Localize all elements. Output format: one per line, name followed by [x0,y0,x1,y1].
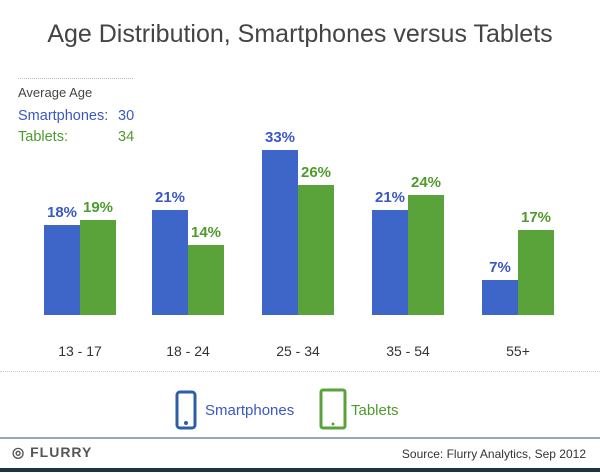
bar-tablets-1 [188,245,224,315]
flurry-logo: ◎ FLURRY [12,444,93,460]
x-tick-label: 55+ [506,343,530,359]
bar-smartphones-4 [482,280,518,315]
data-label: 14% [191,224,221,241]
logo-text: FLURRY [30,444,93,460]
bar-chart: 18% 19% 13 - 17 21% 14% 18 - 24 33% 26% 25 - 34 2… [44,129,554,359]
smartphone-icon [175,390,197,430]
data-label: 33% [265,129,295,146]
bar-smartphones-0 [44,225,80,315]
tablet-icon [319,388,347,430]
chart-title: Age Distribution, Smartphones versus Tab… [47,20,553,48]
data-label: 18% [47,204,77,221]
value: 30 [118,108,135,124]
x-tick-label: 25 - 34 [276,343,320,359]
legend-smartphones: Smartphones [205,402,295,419]
data-label: 19% [83,199,113,216]
legend-tablets: Tablets [351,402,399,419]
bar-smartphones-2 [262,150,298,315]
bar-smartphones-3 [372,210,408,315]
data-label: 21% [155,189,185,206]
data-label: 7% [489,259,511,276]
bar-smartphones-1 [152,210,188,315]
data-label: 21% [375,189,405,206]
divider [0,468,600,472]
average-age-heading: Average Age [18,85,93,100]
label: Smartphones: [18,108,109,124]
data-label: 17% [521,209,551,226]
value: 34 [118,129,135,145]
average-age-tablets: Tablets: 34 [18,129,134,145]
divider [18,78,133,79]
divider [0,371,600,372]
divider [0,437,600,439]
bar-tablets-0 [80,220,116,315]
x-tick-label: 35 - 54 [386,343,430,359]
bar-tablets-2 [298,185,334,315]
data-label: 24% [411,174,441,191]
label: Tablets: [18,129,68,145]
x-tick-label: 18 - 24 [166,343,210,359]
source-note: Source: Flurry Analytics, Sep 2012 [401,447,586,461]
x-tick-label: 13 - 17 [58,343,102,359]
average-age-smartphones: Smartphones: 30 [18,108,134,124]
bar-tablets-4 [518,230,554,315]
bar-tablets-3 [408,195,444,315]
data-label: 26% [301,164,331,181]
